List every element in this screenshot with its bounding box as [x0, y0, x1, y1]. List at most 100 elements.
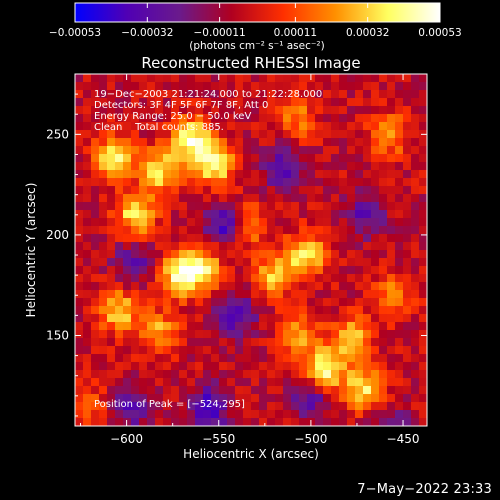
heatmap-cell — [355, 410, 364, 419]
heatmap-cell — [179, 210, 188, 219]
heatmap-cell — [347, 338, 356, 347]
heatmap-cell — [379, 354, 388, 363]
heatmap-cell — [179, 266, 188, 275]
heatmap-cell — [227, 410, 236, 419]
heatmap-cell — [275, 242, 284, 251]
heatmap-cell — [371, 306, 380, 315]
heatmap-cell — [371, 218, 380, 227]
heatmap-cell — [331, 322, 340, 331]
heatmap-cell — [411, 282, 420, 291]
heatmap-cell — [243, 378, 252, 387]
heatmap-cell — [227, 138, 236, 147]
heatmap-cell — [91, 130, 100, 139]
heatmap-cell — [283, 186, 292, 195]
heatmap-cell — [83, 282, 92, 291]
heatmap-cell — [339, 82, 348, 91]
heatmap-cell — [363, 202, 372, 211]
heatmap-cell — [355, 202, 364, 211]
heatmap-cell — [283, 106, 292, 115]
heatmap-cell — [107, 394, 116, 403]
heatmap-cell — [123, 178, 132, 187]
heatmap-cell — [99, 338, 108, 347]
heatmap-cell — [139, 402, 148, 411]
heatmap-cell — [243, 202, 252, 211]
heatmap-cell — [347, 74, 356, 83]
y-tick-label: 150 — [46, 328, 69, 342]
heatmap-cell — [75, 218, 84, 227]
heatmap-cell — [387, 226, 396, 235]
heatmap-cell — [131, 162, 140, 171]
heatmap-cell — [315, 266, 324, 275]
heatmap-cell — [291, 106, 300, 115]
heatmap-cell — [355, 82, 364, 91]
heatmap-cell — [235, 186, 244, 195]
heatmap-cell — [163, 178, 172, 187]
heatmap-cell — [171, 410, 180, 419]
heatmap-cell — [315, 162, 324, 171]
heatmap-cell — [347, 82, 356, 91]
heatmap-cell — [171, 90, 180, 99]
heatmap-cell — [91, 346, 100, 355]
heatmap-cell — [107, 130, 116, 139]
heatmap-cell — [275, 250, 284, 259]
heatmap-cell — [91, 242, 100, 251]
heatmap-cell — [347, 226, 356, 235]
heatmap-cell — [299, 146, 308, 155]
heatmap-cell — [163, 282, 172, 291]
heatmap-cell — [171, 298, 180, 307]
heatmap-cell — [75, 370, 84, 379]
heatmap-cell — [315, 242, 324, 251]
heatmap-cell — [267, 186, 276, 195]
heatmap-cell — [147, 130, 156, 139]
heatmap-cell — [139, 170, 148, 179]
heatmap-cell — [219, 266, 228, 275]
heatmap-cell — [115, 274, 124, 283]
heatmap-cell — [211, 354, 220, 363]
heatmap-cell — [259, 290, 268, 299]
heatmap-cell — [307, 250, 316, 259]
heatmap-cell — [291, 186, 300, 195]
heatmap-cell — [243, 314, 252, 323]
heatmap-cell — [179, 122, 188, 131]
heatmap-cell — [187, 314, 196, 323]
heatmap-cell — [291, 394, 300, 403]
heatmap-cell — [259, 90, 268, 99]
heatmap-cell — [355, 146, 364, 155]
heatmap-cell — [315, 210, 324, 219]
heatmap-cell — [267, 210, 276, 219]
heatmap-cell — [163, 146, 172, 155]
heatmap-cell — [99, 218, 108, 227]
heatmap-cell — [403, 138, 412, 147]
heatmap-cell — [275, 314, 284, 323]
heatmap-cell — [203, 114, 212, 123]
heatmap-cell — [387, 322, 396, 331]
heatmap-cell — [283, 154, 292, 163]
heatmap-cell — [299, 386, 308, 395]
heatmap-cell — [211, 106, 220, 115]
heatmap-cell — [147, 218, 156, 227]
heatmap-cell — [243, 322, 252, 331]
heatmap-cell — [83, 130, 92, 139]
heatmap-cell — [307, 242, 316, 251]
heatmap-cell — [75, 274, 84, 283]
heatmap-cell — [347, 178, 356, 187]
heatmap-cell — [275, 74, 284, 83]
heatmap-cell — [291, 146, 300, 155]
heatmap-cell — [283, 330, 292, 339]
heatmap-cell — [91, 106, 100, 115]
heatmap-cell — [163, 90, 172, 99]
heatmap-cell — [419, 154, 427, 163]
heatmap-cell — [75, 170, 84, 179]
heatmap-cell — [83, 322, 92, 331]
heatmap-cell — [363, 306, 372, 315]
heatmap-cell — [323, 202, 332, 211]
heatmap-cell — [147, 370, 156, 379]
heatmap-cell — [259, 282, 268, 291]
heatmap-cell — [251, 306, 260, 315]
heatmap-cell — [395, 146, 404, 155]
heatmap-cell — [131, 346, 140, 355]
heatmap-cell — [139, 394, 148, 403]
heatmap-cell — [179, 114, 188, 123]
heatmap-cell — [107, 98, 116, 107]
heatmap-cell — [115, 226, 124, 235]
